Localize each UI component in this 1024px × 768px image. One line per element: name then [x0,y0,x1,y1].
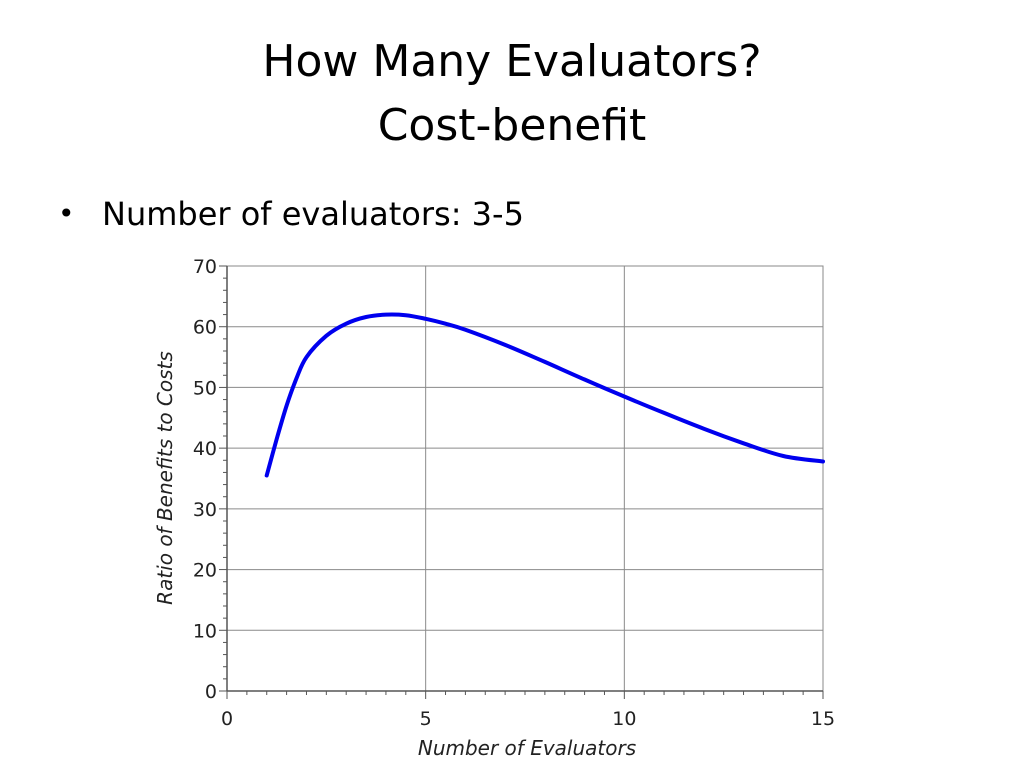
y-tick-label: 20 [193,560,217,582]
grid-lines [226,265,824,692]
y-axis-label: Ratio of Benefits to Costs [153,351,177,605]
y-tick-label: 10 [193,620,217,642]
series-line [264,312,825,478]
axis-ticks [219,265,824,699]
y-tick-label: 50 [193,377,217,399]
y-tick-label: 40 [193,438,217,460]
bullet-text: Number of evaluators: 3-5 [102,195,524,233]
slide-title-line-1: How Many Evaluators? [262,36,762,87]
y-tick-label: 30 [193,499,217,521]
plot-frame [226,265,824,692]
y-tick-label: 70 [193,256,217,278]
slide-title-line-2: Cost-benefit [377,100,647,151]
slide-title: How Many Evaluators? Cost-benefit [0,30,1024,158]
x-tick-label: 10 [612,708,636,730]
bullet-marker: • [58,197,75,230]
x-tick-label: 15 [811,708,835,730]
bullet-item: • Number of evaluators: 3-5 [58,188,524,240]
bullet-list: • Number of evaluators: 3-5 [58,188,524,240]
tick-labels: 0 10 20 30 40 50 60 70 0 5 10 15 [193,256,835,730]
y-tick-label: 60 [193,317,217,339]
x-tick-label: 0 [221,708,233,730]
x-tick-label: 5 [420,708,432,730]
x-axis-label: Number of Evaluators [418,736,636,760]
y-tick-label: 0 [205,681,217,703]
